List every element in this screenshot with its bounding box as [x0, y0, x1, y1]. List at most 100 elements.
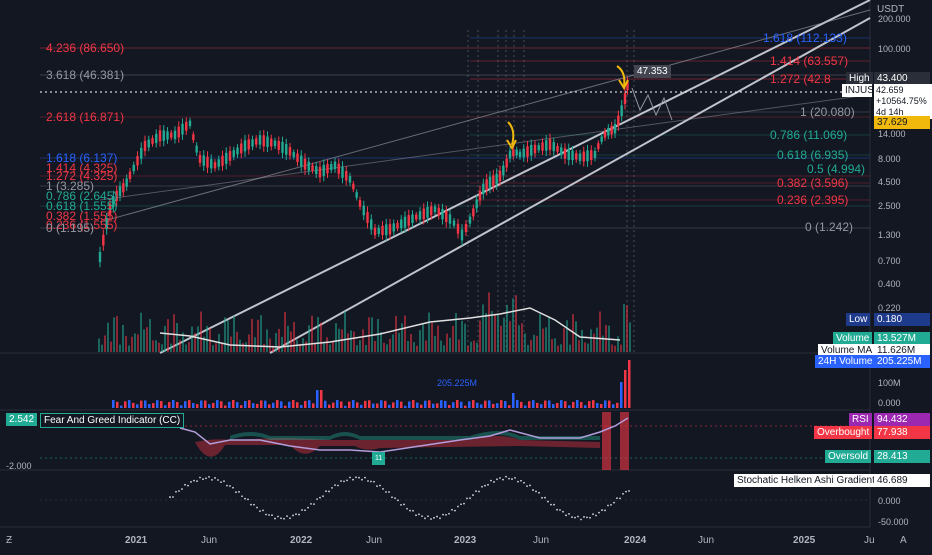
candle-body — [277, 140, 280, 150]
vol24-bar — [196, 404, 199, 408]
fib-right-label: 1.414 (63.557) — [770, 54, 849, 68]
candle-body — [485, 179, 488, 191]
stoch-dot — [595, 514, 597, 517]
candles — [98, 76, 673, 268]
stoch-dot — [598, 511, 600, 514]
trend-channel[interactable] — [99, 0, 871, 354]
volume-bar — [560, 344, 562, 352]
stoch-dot — [355, 476, 357, 479]
stoch-dot — [226, 484, 228, 487]
volume-bar — [377, 319, 379, 352]
volume-bar — [470, 341, 472, 352]
volume-bar — [521, 323, 523, 352]
stoch-dot — [448, 512, 450, 515]
candle-body — [181, 123, 184, 135]
candle-body — [273, 140, 277, 147]
vol24-bar — [460, 401, 463, 408]
candle-body — [512, 149, 515, 157]
rsi-value: 94.432 — [874, 413, 930, 426]
stoch-dot — [610, 503, 612, 506]
stoch-dot — [244, 497, 246, 500]
fib-right-label: 0.382 (3.596) — [777, 176, 849, 190]
candle-body — [593, 150, 597, 158]
stoch-dot — [274, 517, 276, 520]
vol24-bar — [316, 390, 319, 408]
stoch-dot — [322, 495, 324, 498]
stoch-dot — [319, 496, 321, 499]
vol24-bar — [356, 402, 359, 408]
stoch-dot — [340, 480, 342, 482]
overbought-value: 77.938 — [874, 426, 930, 439]
volume-bar — [491, 311, 493, 352]
time-axis-label: Ju — [864, 535, 875, 546]
fg-indicator-name[interactable]: Fear And Greed Indicator (CC) — [40, 413, 185, 428]
stoch-dot — [571, 516, 573, 519]
candle-body — [407, 215, 410, 226]
vol24-bar — [352, 400, 355, 408]
stoch-dot — [511, 478, 513, 480]
volume-bar — [203, 336, 205, 352]
candle-body — [381, 225, 384, 236]
candle-body — [213, 162, 217, 169]
vol24-bar — [232, 400, 235, 408]
candle-body — [537, 145, 540, 151]
volume-bar — [500, 325, 502, 352]
stoch-dot — [544, 496, 546, 499]
volume-bar — [227, 320, 229, 352]
candle-body — [255, 138, 258, 145]
volume-bar — [146, 327, 148, 352]
candle-body — [162, 130, 165, 141]
vol24-bar — [372, 403, 375, 408]
candle-body — [586, 150, 589, 162]
volume-bar — [515, 295, 517, 352]
vol24-bar — [160, 401, 163, 408]
volume-bar — [416, 345, 418, 352]
volume-bar — [242, 343, 244, 352]
stoch-dot — [460, 503, 462, 506]
settings-icon[interactable]: Ƶ — [6, 535, 13, 546]
candle-body — [206, 156, 209, 168]
vol24-bar — [532, 400, 535, 408]
stoch-dot — [424, 517, 426, 520]
candle-body — [326, 164, 329, 174]
vol24-bar — [612, 404, 615, 408]
fib-left-label: 0 (1.195) — [46, 221, 95, 235]
fg-left-min: -2.000 — [6, 461, 32, 471]
volume-bar — [272, 345, 274, 352]
vol24-bar — [416, 402, 419, 408]
volume-bar — [191, 326, 193, 352]
vol24-bar — [156, 400, 159, 408]
candle-body — [556, 146, 559, 152]
volume-bar — [407, 340, 409, 352]
volume-bar — [344, 311, 346, 352]
volume-bar — [167, 319, 169, 352]
stoch-dot — [343, 480, 345, 483]
candle-body — [251, 139, 254, 147]
stoch-dot — [529, 484, 531, 487]
fib-right-label: 0.236 (2.395) — [777, 193, 849, 207]
candle-body — [243, 140, 247, 152]
volume-bar — [320, 322, 322, 352]
volume-bar — [308, 325, 310, 352]
volume-ma-line — [159, 307, 621, 348]
vol24-bar — [212, 402, 215, 408]
stoch-dot — [502, 478, 504, 481]
candle-body — [437, 207, 440, 216]
volume-bar — [365, 344, 367, 352]
candle-body — [352, 183, 355, 190]
stoch-dot — [187, 484, 189, 487]
auto-scale-button[interactable]: A — [900, 535, 907, 546]
stoch-dot — [292, 514, 294, 517]
candle-body — [502, 165, 505, 176]
vol24-bar — [580, 402, 583, 408]
arrow-annotation — [507, 121, 515, 146]
vol24-bar — [172, 400, 175, 408]
vol24-bar — [404, 405, 407, 408]
vol24-bar — [240, 405, 243, 408]
volume-bar — [281, 337, 283, 352]
volume-bar — [461, 320, 463, 352]
candle-body — [422, 208, 425, 220]
vol24-bar — [512, 393, 515, 408]
